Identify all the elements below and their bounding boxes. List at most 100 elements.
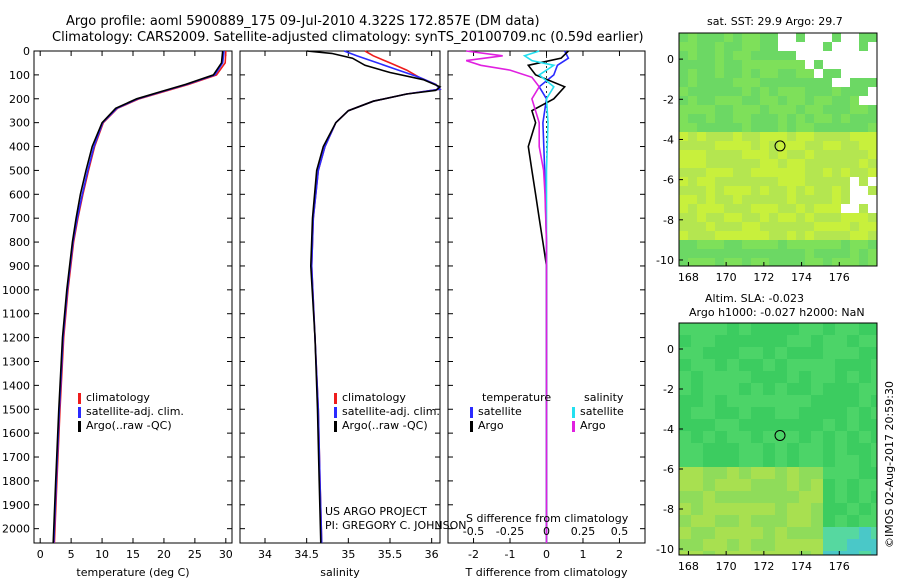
map-cell xyxy=(778,96,787,105)
legend-label: Argo xyxy=(478,419,504,432)
map-cell xyxy=(715,335,727,347)
map-x-tick-label: 174 xyxy=(791,271,812,284)
map-cell xyxy=(688,51,697,60)
map-cell xyxy=(811,347,823,359)
map-cell xyxy=(823,503,835,515)
map-cell xyxy=(763,383,775,395)
map-cell xyxy=(679,150,688,159)
map-cell xyxy=(724,87,733,96)
map-cell xyxy=(679,69,688,78)
map-cell xyxy=(868,168,877,177)
map-cell xyxy=(715,42,724,51)
legend-label: climatology xyxy=(86,391,150,404)
map-cell xyxy=(724,177,733,186)
x-tick-label: 35.5 xyxy=(378,548,403,561)
map-cell xyxy=(742,150,751,159)
map-cell xyxy=(688,240,697,249)
map-cell xyxy=(859,347,871,359)
map-cell xyxy=(691,455,703,467)
map-cell xyxy=(868,177,877,186)
map-cell xyxy=(835,455,847,467)
map-cell xyxy=(688,87,697,96)
map-cell xyxy=(823,222,832,231)
map-cell xyxy=(715,383,727,395)
map-cell xyxy=(706,150,715,159)
map-cell xyxy=(859,323,871,335)
map-cell xyxy=(796,213,805,222)
difference-panel xyxy=(447,50,646,544)
map-cell xyxy=(751,371,763,383)
legend-label: satellite xyxy=(478,405,522,418)
map-cell xyxy=(751,123,760,132)
map-cell xyxy=(841,78,850,87)
map-cell xyxy=(724,123,733,132)
map-cell xyxy=(841,195,850,204)
map-cell xyxy=(796,33,805,42)
map-cell xyxy=(787,186,796,195)
map-cell xyxy=(787,87,796,96)
map-cell xyxy=(850,105,859,114)
map-cell xyxy=(760,150,769,159)
map-cell xyxy=(787,114,796,123)
map-cell xyxy=(850,186,859,195)
map-cell xyxy=(841,177,850,186)
map-cell xyxy=(841,69,850,78)
map-y-tick-label: -4 xyxy=(663,133,674,146)
map-cell xyxy=(733,258,742,266)
map-cell xyxy=(868,123,877,132)
map-cell xyxy=(835,419,847,431)
map-cell xyxy=(769,141,778,150)
map-cell xyxy=(697,249,706,258)
map-cell xyxy=(742,69,751,78)
map-cell xyxy=(796,186,805,195)
map-cell xyxy=(724,195,733,204)
map-x-tick-label: 172 xyxy=(753,560,774,573)
map-cell xyxy=(703,539,715,551)
map-cell xyxy=(778,168,787,177)
map-cell xyxy=(823,168,832,177)
map-cell xyxy=(850,177,859,186)
map-cell xyxy=(823,42,832,51)
map-cell xyxy=(715,78,724,87)
map-cell xyxy=(733,159,742,168)
map-cell xyxy=(706,60,715,69)
map-cell xyxy=(796,114,805,123)
map-cell xyxy=(778,69,787,78)
map-cell xyxy=(733,87,742,96)
map-cell xyxy=(679,222,688,231)
legend-swatch xyxy=(470,420,473,432)
map-cell xyxy=(706,51,715,60)
map-cell xyxy=(805,249,814,258)
map-cell xyxy=(679,141,688,150)
map-cell xyxy=(751,527,763,539)
map-cell xyxy=(859,177,868,186)
map-cell xyxy=(832,195,841,204)
map-frame xyxy=(678,32,878,267)
map-cell xyxy=(832,141,841,150)
map-cell xyxy=(739,407,751,419)
map-cell xyxy=(859,114,868,123)
map-cell xyxy=(799,323,811,335)
map-cell xyxy=(850,213,859,222)
salinity-panel xyxy=(239,50,442,544)
sla-map-title: Altim. SLA: -0.023 xyxy=(705,292,805,305)
map-cell xyxy=(751,105,760,114)
map-cell xyxy=(805,51,814,60)
y-tick-label: 1800 xyxy=(2,475,30,488)
map-cell xyxy=(742,258,751,266)
map-cell xyxy=(811,359,823,371)
map-cell xyxy=(769,96,778,105)
map-cell xyxy=(847,443,859,455)
map-cell xyxy=(871,323,877,335)
map-cell xyxy=(811,467,823,479)
map-cell xyxy=(778,132,787,141)
map-cell xyxy=(688,204,697,213)
map-cell xyxy=(727,359,739,371)
map-cell xyxy=(778,87,787,96)
map-cell xyxy=(715,114,724,123)
map-cell xyxy=(799,407,811,419)
map-cell xyxy=(751,177,760,186)
map-cell xyxy=(841,150,850,159)
map-cell xyxy=(715,150,724,159)
map-cell xyxy=(751,359,763,371)
